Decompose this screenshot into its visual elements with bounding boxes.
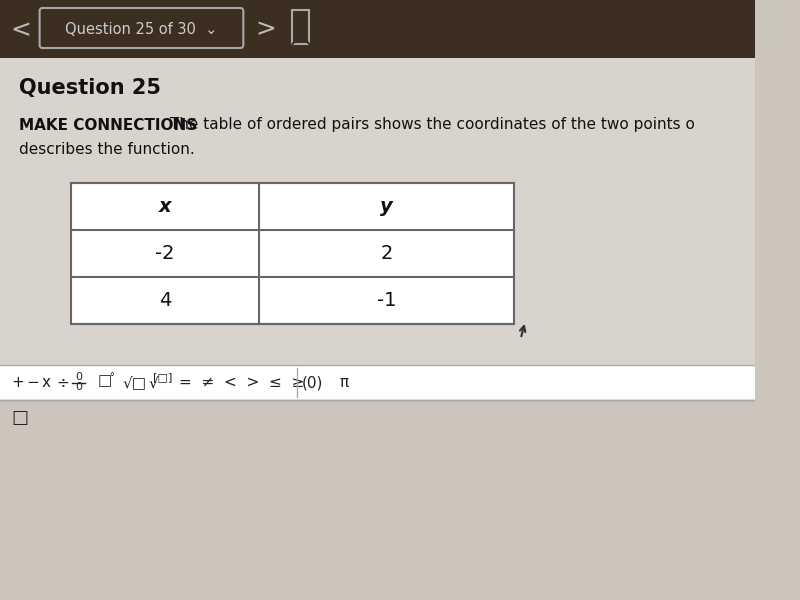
Bar [70,183,514,324]
Text: <: < [10,18,31,42]
Text: √: √ [149,375,158,390]
Text: describes the function.: describes the function. [19,142,194,157]
Bar [0,400,754,600]
Text: >: > [255,17,276,41]
Text: y: y [380,197,393,216]
Text: +: + [11,375,24,390]
Text: -1: -1 [377,291,397,310]
Text: =  ≠  <  >  ≤  ≥: = ≠ < > ≤ ≥ [179,375,305,390]
Text: MAKE CONNECTIONS: MAKE CONNECTIONS [19,118,197,133]
Text: π: π [339,375,349,390]
Text: The table of ordered pairs shows the coordinates of the two points o: The table of ordered pairs shows the coo… [165,118,695,133]
Text: ÷: ÷ [57,375,70,390]
Text: □: □ [11,409,28,427]
Text: (0): (0) [302,375,323,390]
Bar [0,365,754,400]
Text: −: − [26,375,39,390]
Text: x: x [42,375,50,390]
Text: √□: √□ [122,375,146,390]
Text: Question 25 of 30  ⌄: Question 25 of 30 ⌄ [66,22,218,37]
Text: 2: 2 [381,244,393,263]
Bar [0,0,754,58]
Text: 0: 0 [74,383,82,392]
Text: □: □ [97,373,111,388]
Text: Question 25: Question 25 [19,78,161,98]
Text: x: x [158,197,171,216]
Text: 0: 0 [74,373,82,383]
Text: [□]: [□] [153,373,172,383]
Text: -2: -2 [155,244,174,263]
Text: °: ° [110,373,114,383]
Text: 4: 4 [159,291,171,310]
